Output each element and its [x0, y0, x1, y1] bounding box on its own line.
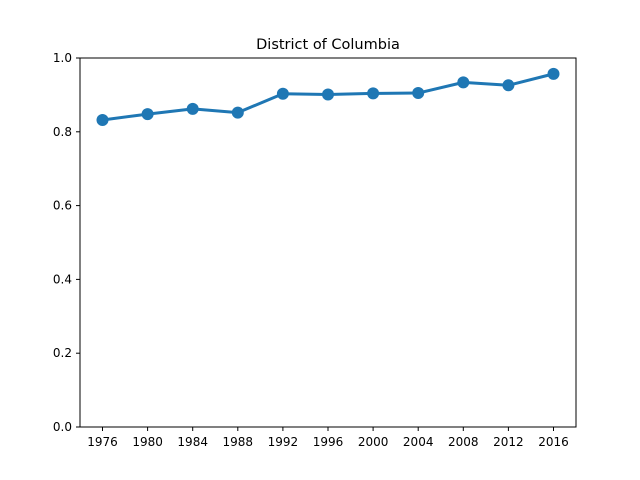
- chart-title: District of Columbia: [256, 37, 400, 53]
- data-point-2008: [457, 76, 470, 89]
- x-axis: 1976 1980 1984 1988 1992 1996 2000 2004 2008 2012…: [87, 427, 569, 449]
- data-point-2000: [367, 87, 380, 100]
- x-tick-label: 1992: [268, 435, 299, 449]
- x-tick-label: 1976: [87, 435, 118, 449]
- data-point-1980: [141, 108, 154, 121]
- x-tick-label: 2016: [538, 435, 569, 449]
- data-point-2016: [547, 67, 560, 80]
- data-point-1976: [96, 113, 109, 126]
- x-tick-label: 2012: [493, 435, 524, 449]
- x-tick-label: 1984: [177, 435, 208, 449]
- data-point-1996: [322, 88, 334, 101]
- x-tick-label: 1980: [132, 435, 163, 449]
- x-tick-label: 1996: [313, 435, 344, 449]
- x-tick-label: 2000: [358, 435, 389, 449]
- y-tick-label: 1.0: [53, 51, 72, 65]
- y-axis: 0.0 0.2 0.4 0.6 0.8 1.0: [53, 51, 80, 434]
- data-point-1992: [276, 87, 289, 100]
- y-tick-label: 0.8: [53, 125, 72, 139]
- series-layer: [96, 67, 560, 126]
- y-tick-label: 0.2: [53, 346, 72, 360]
- x-tick-label: 2004: [403, 435, 434, 449]
- y-tick-label: 0.0: [53, 420, 72, 434]
- data-point-1984: [186, 102, 199, 115]
- y-tick-label: 0.4: [53, 272, 72, 286]
- x-tick-label: 1988: [223, 435, 254, 449]
- x-tick-label: 2008: [448, 435, 479, 449]
- y-tick-label: 0.6: [53, 199, 72, 213]
- data-point-2004: [412, 87, 425, 100]
- data-point-1988: [231, 106, 244, 119]
- data-point-2012: [502, 79, 515, 92]
